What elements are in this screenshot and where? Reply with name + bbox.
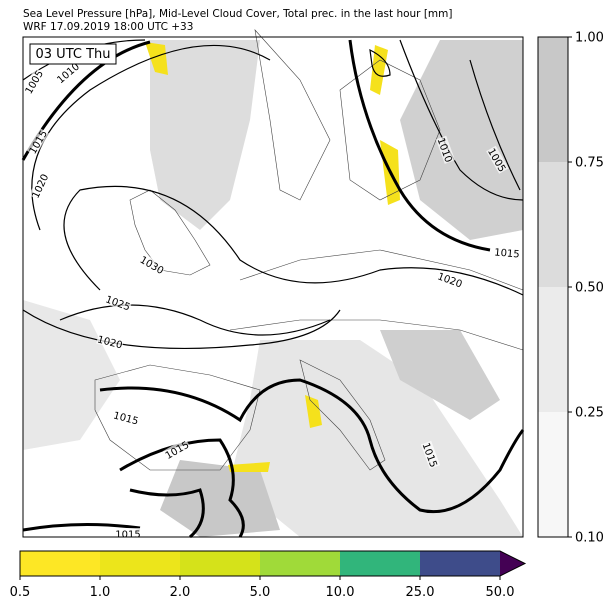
colorbar-segment (100, 551, 180, 576)
colorbar-segment (260, 551, 340, 576)
label-backing (112, 408, 141, 427)
colorbar-tick-label: 0.10 (575, 531, 604, 546)
colorbar-tick-label: 0.5 (10, 585, 31, 600)
title-line: Sea Level Pressure [hPa], Mid-Level Clou… (23, 8, 453, 20)
title-line: WRF 17.09.2019 18:00 UTC +33 (23, 21, 193, 33)
label-backing (54, 60, 82, 86)
colorbar-extension (500, 551, 525, 576)
label-backing (138, 253, 167, 276)
colorbar-tick-label: 1.0 (90, 585, 111, 600)
label-backing (26, 127, 49, 156)
label-backing (96, 332, 125, 351)
label-backing (22, 67, 45, 96)
label-backing (115, 528, 141, 539)
colorbar-tick-label: 1.00 (575, 31, 604, 46)
colorbar-segment (180, 551, 260, 576)
isobars (21, 39, 525, 539)
label-backing (486, 145, 509, 174)
precip-patches (145, 42, 400, 472)
colorbar-segment (538, 37, 568, 162)
colorbar-tick-label: 0.75 (575, 156, 604, 171)
colorbar-segment (340, 551, 420, 576)
colorbar-tick-label: 5.0 (250, 585, 271, 600)
colorbar-segment (420, 551, 500, 576)
label-backing (29, 171, 51, 200)
colorbar-tick-label: 0.25 (575, 406, 604, 421)
colorbar-frame (19, 550, 527, 577)
label-backing (162, 438, 191, 461)
label-backing (420, 440, 441, 469)
colorbar-tick-label: 25.0 (406, 585, 435, 600)
label-backing (436, 269, 465, 290)
colorbar-segment (538, 287, 568, 412)
label-backing (104, 292, 133, 313)
label-backing (435, 135, 456, 164)
cloud-colorbar: 0.10 0.25 0.50 0.75 1.00 (537, 31, 604, 546)
isobar-label: 1015 (115, 530, 140, 541)
precip-colorbar: 0.5 1.0 2.0 5.0 10.0 25.0 50.0 (10, 550, 527, 600)
map-area: 1005 101010151020103010251020102010151010… (21, 29, 525, 541)
colorbar-tick-label: 2.0 (170, 585, 191, 600)
colorbar-segment (538, 412, 568, 537)
colorbar-tick-label: 10.0 (326, 585, 355, 600)
colorbar-segment (20, 551, 100, 576)
time-label: 03 UTC Thu (36, 47, 111, 62)
cloud-cover (23, 40, 523, 537)
colorbar-segment (538, 162, 568, 287)
isobar-label: 1015 (494, 247, 520, 260)
colorbar-tick-label: 50.0 (486, 585, 515, 600)
colorbar-tick-label: 0.50 (575, 281, 604, 296)
label-backing (493, 245, 521, 260)
map-frame (22, 36, 524, 538)
time-box (29, 43, 117, 65)
